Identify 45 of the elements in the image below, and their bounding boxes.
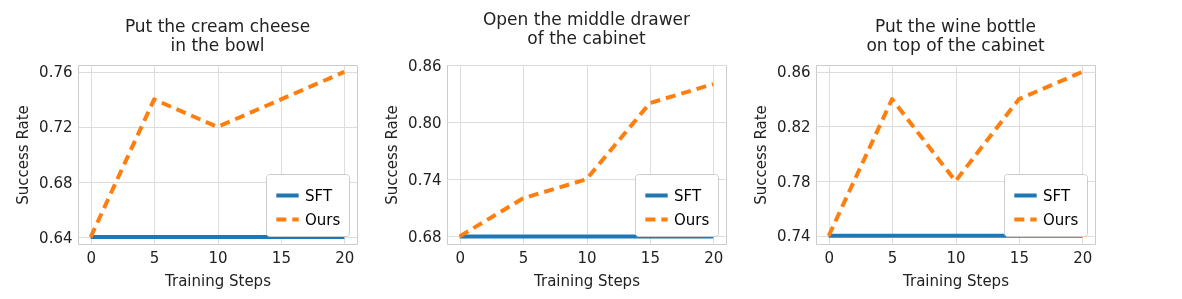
x-tick-label: 15 — [640, 248, 660, 267]
y-tick-label: 0.86 — [777, 63, 811, 82]
x-axis-title: Training Steps — [164, 271, 272, 290]
x-tick-label: 5 — [518, 248, 529, 267]
line-series — [826, 69, 1085, 238]
chart-title: Put the cream cheese in the bowl — [124, 15, 311, 55]
y-tick-label: 0.76 — [39, 63, 73, 82]
y-tick-label: 0.78 — [777, 172, 811, 191]
x-axis-title: Training Steps — [902, 271, 1010, 290]
y-tick-label: 0.80 — [408, 113, 442, 132]
x-tick-label: 15 — [1009, 248, 1029, 267]
y-tick-label: 0.68 — [408, 227, 442, 246]
x-tick-label: 0 — [86, 248, 96, 267]
x-tick-label: 15 — [271, 248, 291, 267]
x-tick-label: 5 — [149, 248, 160, 267]
x-tick-label: 10 — [208, 248, 228, 267]
x-axis-title: Training Steps — [533, 271, 641, 290]
y-tick-label: 0.86 — [408, 56, 442, 75]
y-tick-label: 0.64 — [39, 228, 73, 247]
x-tick-label: 10 — [946, 248, 966, 267]
y-tick-label: 0.74 — [408, 170, 442, 189]
legend-label: Ours — [305, 210, 341, 229]
y-axis-title: Success Rate — [752, 105, 771, 205]
x-tick-label: 0 — [455, 248, 465, 267]
x-tick-label: 10 — [577, 248, 597, 267]
y-axis-title: Success Rate — [383, 105, 402, 205]
line-series — [457, 82, 716, 239]
y-tick-label: 0.82 — [777, 117, 811, 136]
legend-label: SFT — [305, 186, 333, 205]
legend-label: SFT — [674, 186, 702, 205]
line-series — [88, 69, 347, 240]
legend-label: SFT — [1043, 186, 1071, 205]
x-tick-label: 20 — [704, 248, 724, 267]
y-tick-label: 0.68 — [39, 173, 73, 192]
y-tick-label: 0.72 — [39, 118, 73, 137]
x-tick-label: 20 — [1073, 248, 1093, 267]
chart-title: Put the wine bottle on top of the cabinet — [866, 15, 1045, 55]
legend-label: Ours — [1043, 210, 1079, 229]
x-tick-label: 5 — [887, 248, 898, 267]
y-axis-title: Success Rate — [14, 105, 33, 205]
chart-title: Open the middle drawer of the cabinet — [482, 9, 691, 48]
x-tick-label: 0 — [824, 248, 834, 267]
x-tick-label: 20 — [335, 248, 355, 267]
legend-label: Ours — [674, 210, 710, 229]
y-tick-label: 0.74 — [777, 227, 811, 246]
